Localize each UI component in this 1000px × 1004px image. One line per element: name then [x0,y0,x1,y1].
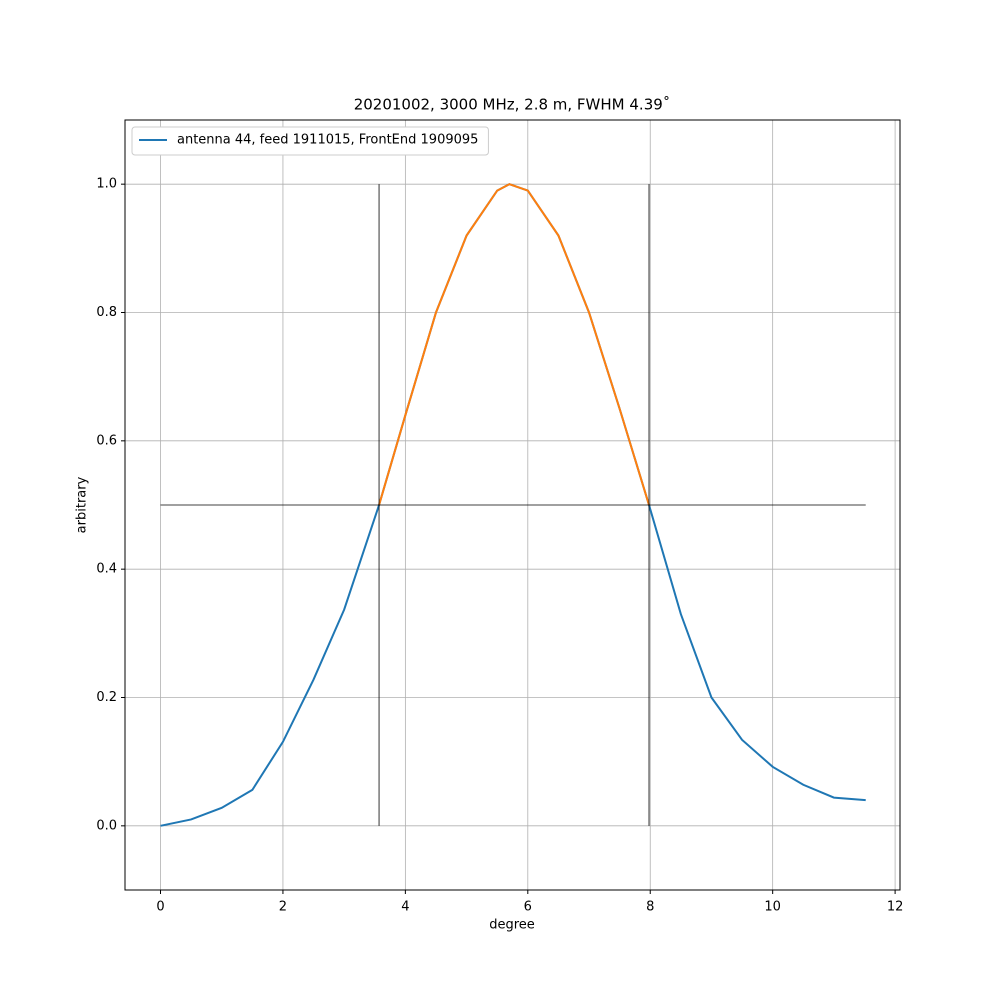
plot-frame [124,119,901,891]
y-tick-label: 0.2 [96,690,117,705]
y-tick-label: 0.4 [96,562,117,577]
legend-box [131,126,489,156]
series-line [378,183,650,506]
legend: antenna 44, feed 1911015, FrontEnd 19090… [131,126,489,156]
x-tick-label: 8 [646,900,654,915]
y-tick-label: 0.8 [96,305,117,320]
chart-title: 20201002, 3000 MHz, 2.8 m, FWHM 4.39˚ [354,96,671,114]
x-tick-label: 0 [156,900,164,915]
x-tick-label: 2 [279,900,287,915]
y-tick-label: 1.0 [96,177,117,192]
y-axis-label: arbitrary [75,476,90,533]
x-tick-label: 6 [524,900,532,915]
legend-label: antenna 44, feed 1911015, FrontEnd 19090… [177,133,478,148]
y-tick-label: 0.0 [96,818,117,833]
y-tick-label: 0.6 [96,433,117,448]
x-tick-label: 4 [401,900,409,915]
x-tick-label: 12 [887,900,904,915]
x-tick-label: 10 [764,900,781,915]
x-axis-label: degree [489,918,535,933]
